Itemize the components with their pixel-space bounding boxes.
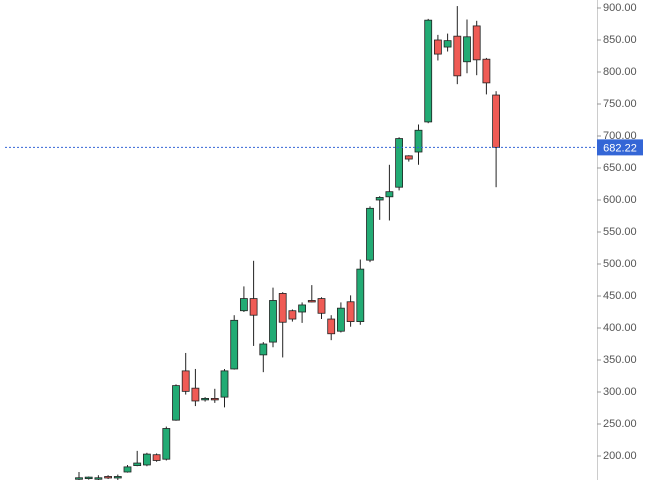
candle-body: [113, 476, 122, 479]
last-price-label: 682.22: [603, 142, 637, 154]
candle-body: [239, 298, 248, 312]
y-tick-label: 850.00: [603, 34, 637, 46]
candle-body: [443, 40, 452, 48]
candle-body: [307, 300, 316, 303]
candle-body: [278, 293, 287, 323]
candle-body: [84, 476, 93, 480]
y-tick-label: 700.00: [603, 130, 637, 142]
candle-body: [356, 268, 365, 322]
candle-body: [375, 197, 384, 201]
candle-body: [385, 191, 394, 198]
candle-body: [123, 466, 132, 473]
candle-body: [210, 397, 219, 401]
candle-body: [181, 370, 190, 392]
y-tick-label: 900.00: [603, 2, 637, 14]
candle-body: [463, 36, 471, 63]
last-price-box: [597, 139, 643, 156]
candle-body: [404, 155, 413, 160]
y-tick-label: 600.00: [603, 194, 637, 206]
candle-body: [249, 298, 258, 316]
candle-body: [288, 310, 297, 320]
y-tick-label: 800.00: [603, 66, 637, 78]
candle-body: [424, 19, 433, 123]
candle-body: [336, 307, 345, 332]
y-tick-label: 500.00: [603, 258, 637, 270]
candle-body: [152, 454, 161, 461]
y-tick-label: 550.00: [603, 226, 637, 238]
candle-body: [220, 370, 229, 398]
y-tick-label: 300.00: [603, 386, 637, 398]
candle-body: [259, 343, 268, 356]
candle-body: [327, 318, 336, 335]
candle-body: [94, 477, 103, 480]
candle-body: [482, 58, 491, 84]
candle-body: [142, 453, 151, 466]
candle-body: [75, 477, 83, 480]
y-tick-label: 650.00: [603, 162, 637, 174]
candle-body: [492, 94, 501, 148]
candle-body: [317, 298, 326, 314]
candle-body: [433, 39, 442, 55]
y-tick-label: 250.00: [603, 418, 637, 430]
candle-body: [366, 207, 374, 261]
candle-body: [453, 35, 462, 77]
candle-body: [230, 319, 239, 370]
y-tick-label: 750.00: [603, 98, 637, 110]
y-tick-label: 350.00: [603, 354, 637, 366]
candle-body: [172, 385, 180, 421]
candle-body: [472, 25, 481, 61]
candle-body: [346, 301, 355, 323]
y-tick-label: 450.00: [603, 290, 637, 302]
candle-body: [201, 397, 210, 401]
candle-body: [162, 428, 171, 460]
candle-body: [104, 476, 112, 479]
y-tick-label: 200.00: [603, 450, 637, 462]
candle-body: [395, 138, 404, 188]
candle-body: [133, 462, 142, 467]
y-tick-label: 400.00: [603, 322, 637, 334]
candle-body: [191, 387, 200, 402]
candle-body: [269, 300, 277, 343]
candle-body: [414, 129, 423, 153]
candle-body: [298, 304, 307, 313]
